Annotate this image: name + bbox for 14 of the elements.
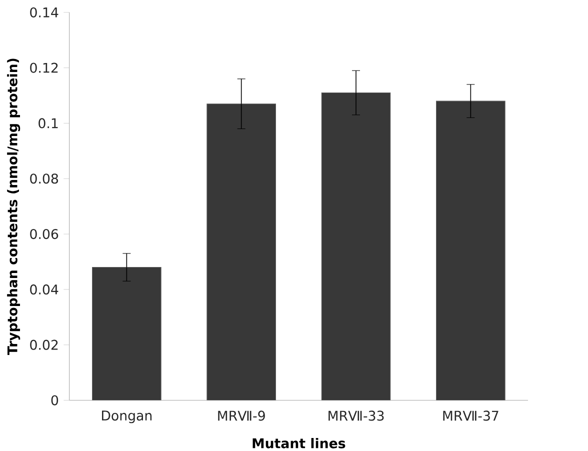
- y-tick-label: 0: [51, 395, 58, 406]
- y-tick-label: 0.12: [30, 62, 58, 73]
- x-tick-label: MRⅦ-37: [443, 410, 498, 421]
- y-tick-label: 0.06: [30, 229, 58, 240]
- x-tick-label: MRⅦ-9: [218, 410, 265, 421]
- y-axis-title: Tryptophan contents (nmol/mg protein): [7, 58, 20, 356]
- x-tick-label: Dongan: [102, 410, 152, 424]
- y-tick-label: 0.04: [30, 284, 58, 295]
- x-tick-label: MRⅦ-33: [328, 410, 384, 421]
- y-tick-label: 0.02: [30, 340, 58, 350]
- y-tick-label: 0.1: [38, 118, 58, 128]
- y-tick-label: 0.08: [30, 174, 58, 184]
- y-tick-label: 0.14: [30, 7, 58, 18]
- x-axis-title: Mutant lines: [252, 438, 346, 448]
